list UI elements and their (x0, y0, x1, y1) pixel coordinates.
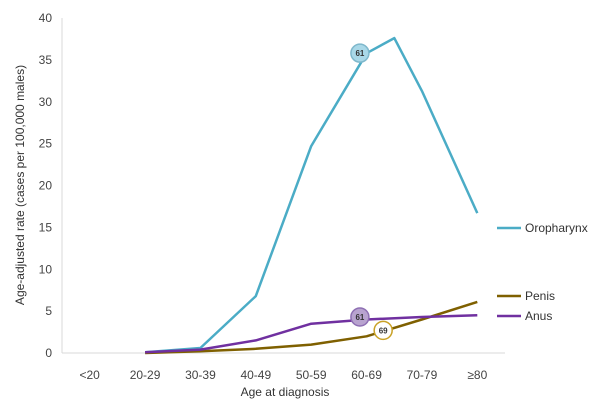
y-tick-label: 30 (39, 95, 53, 109)
legend: Oropharynx Penis Anus (497, 221, 588, 323)
annotation-marker (350, 43, 370, 63)
x-axis-label: Age at diagnosis (241, 385, 330, 399)
legend-entry: Oropharynx (525, 221, 588, 235)
y-tick-label: 35 (39, 53, 53, 67)
y-tick-labels: 0 5 10 15 20 25 30 35 40 (39, 11, 53, 360)
series-line-oropharynx (145, 36, 479, 354)
annotation-label: 61 (355, 313, 364, 322)
x-tick-label: <20 (80, 368, 101, 382)
y-tick-label: 5 (45, 304, 52, 318)
annotation-markers: 61 61 69 (350, 43, 393, 341)
y-tick-label: 0 (45, 346, 52, 360)
annotation-label: 69 (379, 326, 388, 335)
series-line-penis (145, 300, 478, 355)
annotation-label: 61 (355, 49, 364, 58)
series-lines (145, 36, 479, 355)
x-tick-label: 40-49 (240, 368, 271, 382)
y-tick-label: 25 (39, 137, 53, 151)
y-tick-label: 15 (39, 220, 53, 234)
x-tick-label: ≥80 (467, 368, 487, 382)
legend-entry: Penis (525, 289, 555, 303)
series-line-anus (145, 314, 478, 354)
annotation-marker (373, 320, 393, 341)
y-axis-label: Age-adjusted rate (cases per 100,000 mal… (13, 65, 27, 305)
y-tick-label: 10 (39, 262, 53, 276)
legend-entry: Anus (525, 309, 552, 323)
annotation-marker (350, 307, 370, 327)
x-tick-label: 50-59 (296, 368, 327, 382)
x-tick-label: 60-69 (351, 368, 382, 382)
y-tick-label: 20 (39, 179, 53, 193)
x-tick-labels: <20 20-29 30-39 40-49 50-59 60-69 70-79 ≥80 (80, 368, 488, 382)
x-tick-label: 20-29 (130, 368, 161, 382)
x-tick-label: 70-79 (407, 368, 438, 382)
y-tick-label: 40 (39, 11, 53, 25)
x-tick-label: 30-39 (185, 368, 216, 382)
